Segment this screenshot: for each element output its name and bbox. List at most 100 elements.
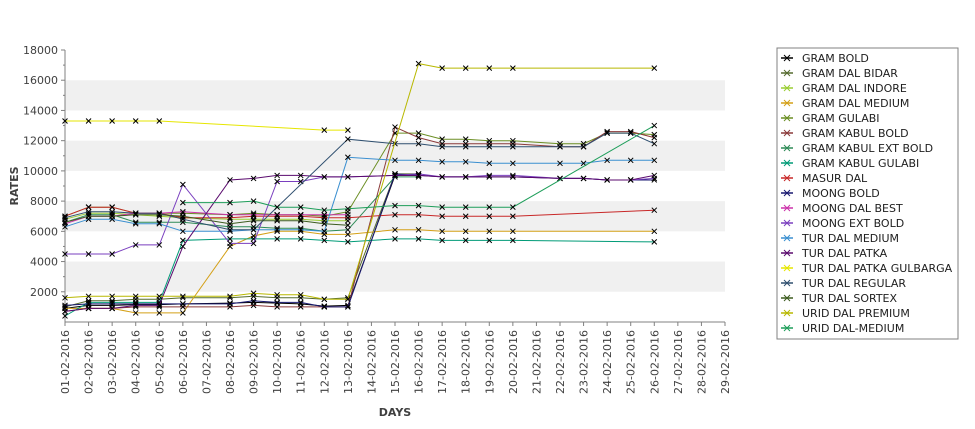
data-point (156, 118, 163, 124)
data-point (109, 213, 115, 220)
x-tick-label: 12-02-2016 (318, 330, 331, 394)
data-point (274, 178, 280, 185)
data-point (250, 211, 257, 218)
y-tick-label: 16000 (23, 74, 58, 87)
legend-marker (783, 129, 791, 137)
y-axis-label: RATES (8, 166, 21, 205)
data-point (510, 204, 516, 211)
data-point (392, 202, 398, 209)
data-point (415, 60, 422, 67)
grid-band (65, 140, 725, 171)
data-point (109, 301, 115, 307)
data-point (62, 294, 68, 301)
legend-marker (783, 324, 791, 332)
legend-label: GRAM DAL MEDIUM (802, 97, 909, 110)
data-point (486, 143, 493, 150)
x-tick-label: 07-02-2016 (200, 330, 213, 394)
data-point (250, 297, 257, 304)
data-point (180, 228, 186, 235)
data-point (62, 302, 68, 309)
data-point (62, 308, 68, 315)
x-tick-label: 01-02-2016 (59, 330, 72, 394)
series-line (182, 125, 655, 211)
x-tick-label: 18-02-2016 (460, 330, 473, 394)
data-point (109, 293, 115, 300)
data-point (132, 301, 139, 308)
series (180, 122, 658, 214)
data-point (439, 136, 445, 143)
data-point (62, 223, 68, 230)
data-point (510, 174, 516, 180)
data-point (486, 213, 493, 220)
data-point (85, 305, 92, 312)
series-line (64, 214, 348, 226)
data-point (227, 240, 233, 247)
legend-marker (783, 114, 791, 122)
data-point (227, 177, 233, 183)
data-point (651, 140, 658, 147)
data-point (132, 211, 139, 218)
legend-label: MOONG DAL BEST (802, 202, 903, 215)
data-point (297, 172, 304, 179)
x-axis-ticks: 01-02-2016 02-02-2016 03-02-2016 04-02-2016… (59, 322, 732, 394)
data-point (297, 291, 304, 298)
legend-marker (783, 204, 791, 212)
data-point (392, 124, 398, 130)
y-tick-label: 6000 (30, 225, 58, 238)
x-tick-label: 25-02-2016 (625, 330, 638, 394)
data-point (297, 299, 304, 306)
x-tick-label: 29-02-2016 (719, 330, 732, 394)
data-point (462, 136, 469, 143)
data-point (227, 211, 233, 218)
legend-label: GRAM GULABI (802, 112, 880, 125)
data-point (651, 239, 658, 245)
data-point (62, 214, 68, 221)
data-point (180, 310, 186, 316)
data-point (651, 134, 658, 141)
data-point (486, 65, 493, 71)
data-point (486, 237, 493, 244)
data-point (132, 293, 139, 300)
data-point (227, 301, 233, 307)
data-point (321, 211, 328, 218)
data-point (156, 310, 163, 316)
data-point (297, 211, 304, 218)
data-point (156, 302, 163, 309)
data-point (345, 296, 351, 303)
data-point (250, 217, 257, 224)
y-axis-ticks: 2000 4000 6000 8000 10000 12000 14000 16000 1800… (23, 44, 65, 308)
data-point (62, 313, 68, 319)
data-point (227, 199, 233, 206)
data-point (415, 140, 422, 147)
legend-label: GRAM BOLD (802, 52, 869, 65)
data-point (274, 217, 280, 224)
legend-label: GRAM DAL INDORE (802, 82, 907, 95)
data-point (274, 304, 280, 310)
legend-marker (783, 309, 791, 317)
data-point (85, 118, 92, 124)
data-point (510, 160, 516, 167)
data-point (156, 293, 163, 300)
data-point (392, 157, 398, 164)
series-line (64, 132, 655, 231)
x-tick-label: 17-02-2016 (436, 330, 449, 394)
data-point (250, 240, 257, 247)
data-point (321, 296, 328, 303)
data-point (604, 157, 610, 164)
data-point (109, 305, 115, 312)
data-point (462, 237, 469, 244)
legend-marker (783, 144, 791, 152)
series (62, 236, 658, 319)
data-point (85, 213, 92, 220)
data-point (250, 290, 257, 297)
data-point (627, 130, 634, 136)
legend-marker (783, 279, 791, 287)
legend-label: MOONG EXT BOLD (802, 217, 904, 230)
data-point (62, 213, 68, 220)
legend-marker (783, 69, 791, 77)
x-tick-label: 24-02-2016 (601, 330, 614, 394)
legend-marker (783, 189, 791, 197)
data-point (180, 213, 186, 220)
data-point (85, 301, 92, 307)
x-tick-label: 21-02-2016 (530, 330, 543, 394)
